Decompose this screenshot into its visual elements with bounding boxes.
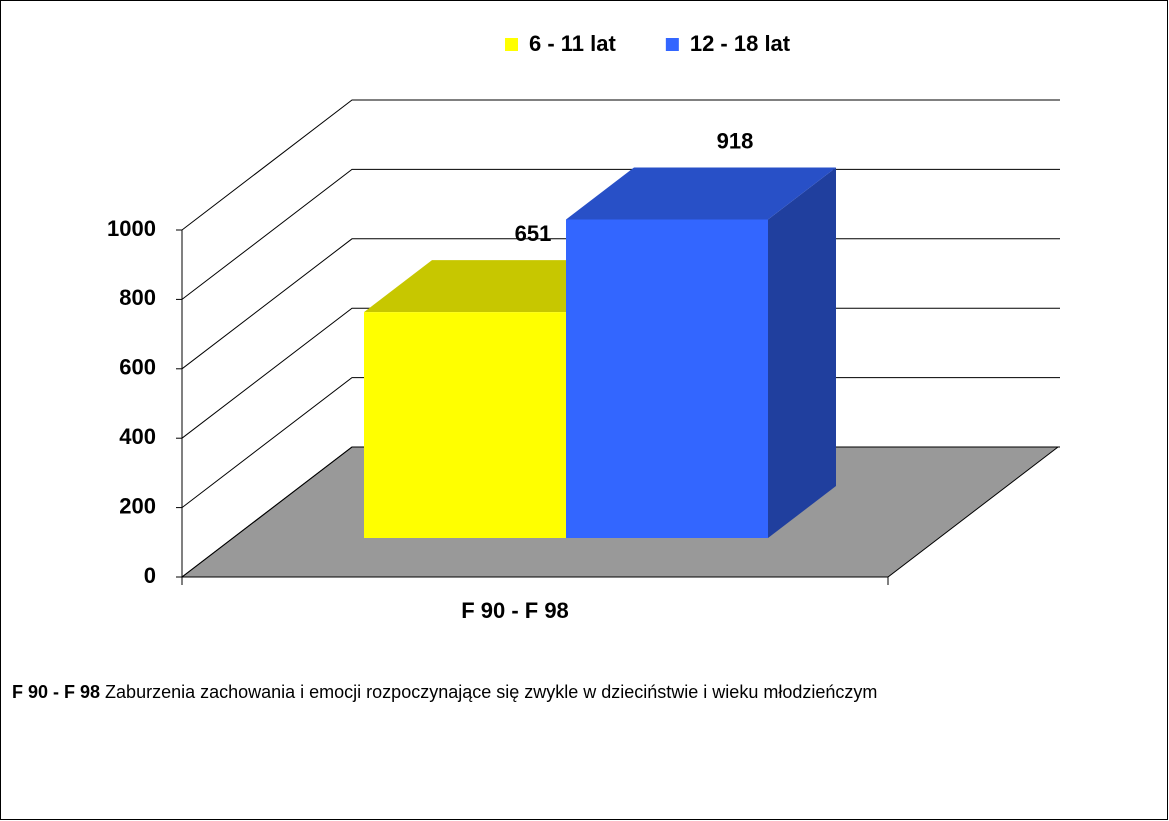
note-box: F 90 - F 98 Zaburzenia zachowania i emoc… — [12, 680, 1162, 705]
y-tick-label: 600 — [119, 355, 156, 380]
x-tick-label: F 90 - F 98 — [461, 598, 569, 623]
bar-front — [364, 312, 566, 538]
bar-side — [768, 167, 836, 539]
note-text: Zaburzenia zachowania i emocji rozpoczyn… — [105, 682, 878, 702]
bar — [566, 167, 836, 539]
y-tick-label: 0 — [144, 563, 156, 588]
y-tick-label: 200 — [119, 493, 156, 518]
note-term: F 90 - F 98 — [12, 682, 101, 702]
legend-swatch — [665, 38, 679, 51]
legend-label: 12 - 18 lat — [690, 31, 791, 56]
data-label: 651 — [515, 221, 552, 246]
data-label: 918 — [717, 128, 754, 153]
y-tick-label: 400 — [119, 424, 156, 449]
legend-swatch — [505, 38, 518, 51]
note: F 90 - F 98 Zaburzenia zachowania i emoc… — [12, 680, 1162, 705]
y-tick-label: 800 — [119, 285, 156, 310]
y-tick-label: 1000 — [107, 216, 156, 241]
bar-front — [566, 219, 768, 539]
grid-line — [181, 99, 1060, 231]
bar-top — [566, 167, 836, 220]
legend-label: 6 - 11 lat — [529, 31, 617, 56]
